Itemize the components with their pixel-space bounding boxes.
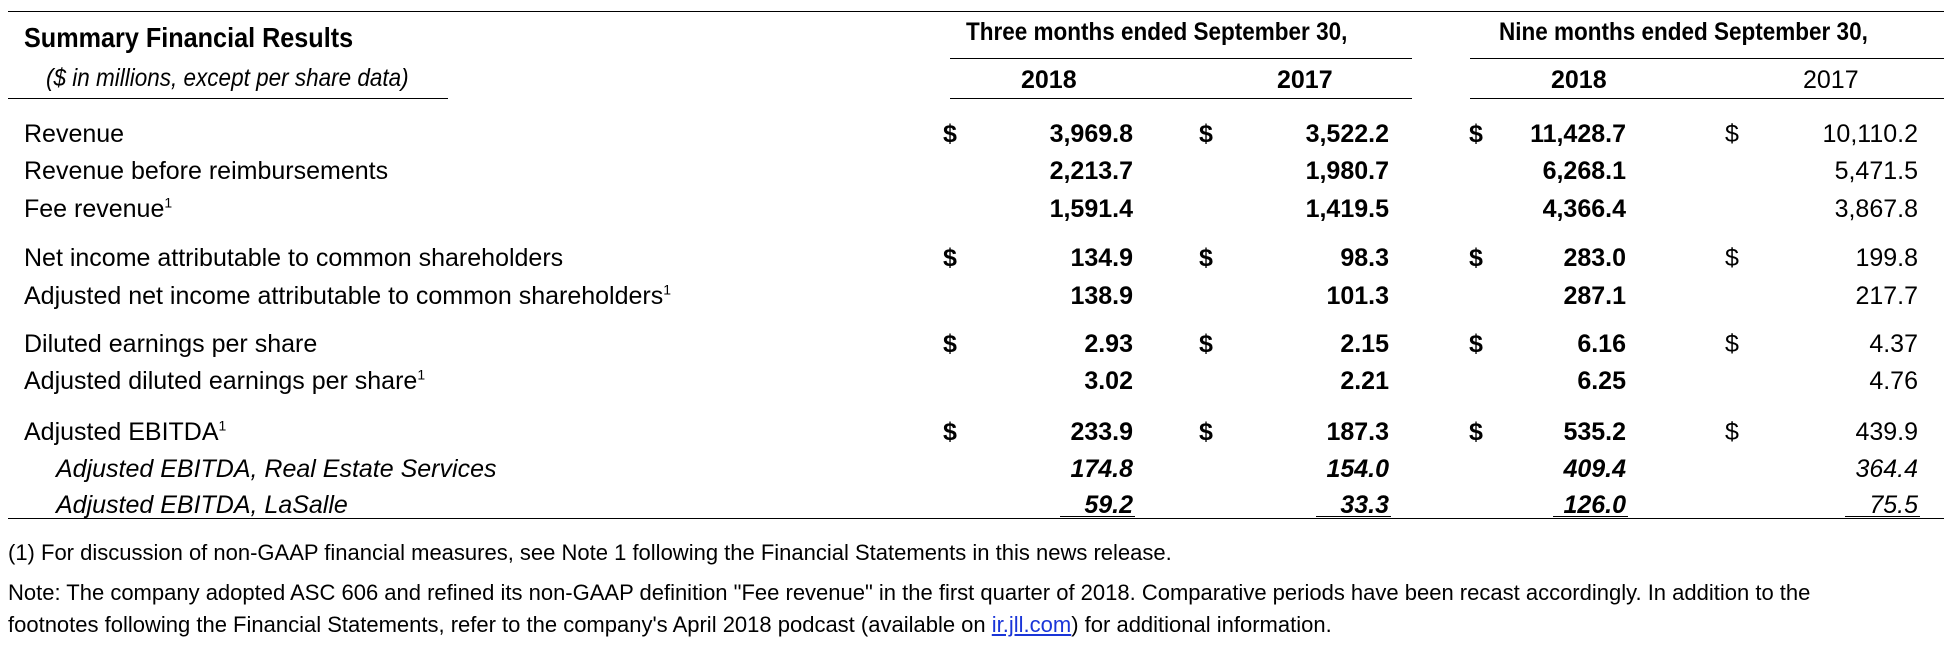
cell-fee-revenue-n2018: 4,366.4: [1542, 195, 1626, 223]
currency-symbol: $: [943, 418, 957, 446]
currency-symbol: $: [1469, 418, 1483, 446]
cell-rev-before-reimb-n2017: 5,471.5: [1834, 157, 1918, 185]
cell-adj-diluted-eps-q2017: 2.21: [1340, 367, 1389, 395]
cell-fee-revenue-q2018: 1,591.4: [1049, 195, 1133, 223]
currency-symbol: $: [943, 120, 957, 148]
cell-adj-ebitda-n2018: 535.2: [1563, 418, 1626, 446]
row-label-adjusted-ebitda: Adjusted EBITDA1: [24, 417, 227, 446]
cell-revenue-q2018: 3,969.8: [1049, 120, 1133, 148]
cell-ebitda-lasalle-q2018: 59.2: [1084, 491, 1133, 519]
row-label-fee-revenue: Fee revenue1: [24, 194, 173, 223]
row-label-net-income: Net income attributable to common shareh…: [24, 244, 564, 272]
cell-rev-before-reimb-q2017: 1,980.7: [1305, 157, 1389, 185]
row-label-adjusted-diluted-eps: Adjusted diluted earnings per share1: [24, 366, 426, 395]
currency-symbol: $: [1469, 244, 1483, 272]
cell-ebitda-lasalle-q2017: 33.3: [1340, 491, 1389, 519]
subtotal-underline: [1316, 516, 1391, 517]
cell-revenue-n2017: 10,110.2: [1822, 120, 1918, 148]
cell-adj-net-income-n2018: 287.1: [1563, 282, 1626, 310]
currency-symbol: $: [1199, 418, 1213, 446]
cell-diluted-eps-n2017: 4.37: [1869, 330, 1918, 358]
cell-adj-diluted-eps-n2018: 6.25: [1577, 367, 1626, 395]
currency-symbol: $: [1725, 244, 1739, 272]
header-rule-label: [8, 98, 448, 99]
cell-diluted-eps-q2018: 2.93: [1084, 330, 1133, 358]
top-rule: [8, 11, 1944, 12]
header-q-2017: 2017: [1277, 66, 1333, 94]
row-label-revenue: Revenue: [24, 120, 125, 148]
cell-adj-ebitda-n2017: 439.9: [1855, 418, 1918, 446]
currency-symbol: $: [943, 330, 957, 358]
currency-symbol: $: [1725, 120, 1739, 148]
header-n-2017: 2017: [1803, 66, 1859, 94]
cell-net-income-n2018: 283.0: [1563, 244, 1626, 272]
footnote-1: (1) For discussion of non-GAAP financial…: [8, 540, 1172, 565]
three-months-rule: [950, 58, 1412, 59]
header-q-2018: 2018: [1021, 66, 1077, 94]
cell-adj-net-income-q2017: 101.3: [1326, 282, 1389, 310]
cell-ebitda-res-n2018: 409.4: [1563, 455, 1626, 483]
header-rule-nine: [1470, 98, 1944, 99]
cell-diluted-eps-q2017: 2.15: [1340, 330, 1389, 358]
currency-symbol: $: [1725, 418, 1739, 446]
cell-fee-revenue-n2017: 3,867.8: [1834, 195, 1918, 223]
header-nine-months: Nine months ended September 30,: [1499, 18, 1868, 46]
footnote-note-line-1: Note: The company adopted ASC 606 and re…: [8, 580, 1811, 605]
cell-ebitda-res-q2018: 174.8: [1070, 455, 1133, 483]
cell-adj-diluted-eps-n2017: 4.76: [1869, 367, 1918, 395]
currency-symbol: $: [1199, 330, 1213, 358]
row-label-diluted-eps: Diluted earnings per share: [24, 330, 318, 358]
cell-ebitda-res-q2017: 154.0: [1326, 455, 1389, 483]
nine-months-rule: [1470, 58, 1944, 59]
cell-revenue-q2017: 3,522.2: [1305, 120, 1389, 148]
subtotal-underline: [1553, 516, 1628, 517]
table-subtitle: ($ in millions, except per share data): [46, 64, 409, 92]
cell-ebitda-lasalle-n2018: 126.0: [1563, 491, 1626, 519]
cell-ebitda-res-n2017: 364.4: [1855, 455, 1918, 483]
currency-symbol: $: [1725, 330, 1739, 358]
cell-fee-revenue-q2017: 1,419.5: [1305, 195, 1389, 223]
currency-symbol: $: [1199, 244, 1213, 272]
cell-net-income-n2017: 199.8: [1855, 244, 1918, 272]
cell-rev-before-reimb-n2018: 6,268.1: [1542, 157, 1626, 185]
cell-adj-ebitda-q2017: 187.3: [1326, 418, 1389, 446]
cell-ebitda-lasalle-n2017: 75.5: [1869, 491, 1918, 519]
footnote-note-text: footnotes following the Financial Statem…: [8, 612, 992, 637]
cell-adj-diluted-eps-q2018: 3.02: [1084, 367, 1133, 395]
currency-symbol: $: [943, 244, 957, 272]
subtotal-underline: [1060, 516, 1135, 517]
currency-symbol: $: [1469, 120, 1483, 148]
row-label-adjusted-net-income: Adjusted net income attributable to comm…: [24, 281, 672, 310]
header-n-2018: 2018: [1551, 66, 1607, 94]
cell-adj-ebitda-q2018: 233.9: [1070, 418, 1133, 446]
cell-diluted-eps-n2018: 6.16: [1577, 330, 1626, 358]
cell-revenue-n2018: 11,428.7: [1530, 120, 1626, 148]
cell-rev-before-reimb-q2018: 2,213.7: [1049, 157, 1133, 185]
cell-adj-net-income-q2018: 138.9: [1070, 282, 1133, 310]
row-label-revenue-before-reimbursements: Revenue before reimbursements: [24, 157, 389, 185]
cell-adj-net-income-n2017: 217.7: [1855, 282, 1918, 310]
footnote-note-line-2: footnotes following the Financial Statem…: [8, 612, 1332, 638]
table-title: Summary Financial Results: [24, 22, 354, 53]
bottom-rule: [8, 518, 1944, 519]
currency-symbol: $: [1469, 330, 1483, 358]
row-label-ebitda-lasalle: Adjusted EBITDA, LaSalle: [56, 491, 348, 519]
subtotal-underline: [1845, 516, 1920, 517]
cell-net-income-q2017: 98.3: [1340, 244, 1389, 272]
cell-net-income-q2018: 134.9: [1070, 244, 1133, 272]
ir-jll-link[interactable]: ir.jll.com: [991, 612, 1072, 637]
footnote-note-text: ) for additional information.: [1071, 612, 1332, 637]
header-three-months: Three months ended September 30,: [966, 18, 1348, 46]
currency-symbol: $: [1199, 120, 1213, 148]
row-label-ebitda-real-estate-services: Adjusted EBITDA, Real Estate Services: [56, 455, 497, 483]
header-rule-three: [950, 98, 1412, 99]
